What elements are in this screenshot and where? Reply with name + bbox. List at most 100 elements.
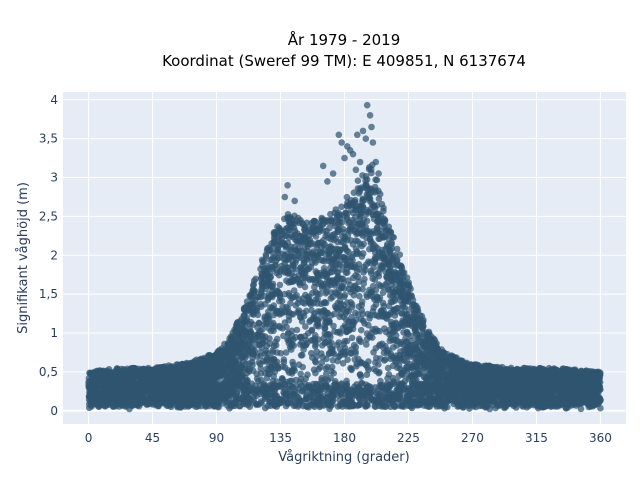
data-point	[333, 269, 341, 277]
data-point	[320, 236, 327, 244]
data-point	[270, 356, 278, 363]
data-point	[249, 361, 256, 369]
data-point	[358, 298, 366, 306]
data-point	[322, 365, 330, 373]
data-point	[298, 318, 306, 325]
data-point	[272, 342, 280, 349]
data-point	[277, 232, 285, 240]
data-point	[365, 258, 372, 266]
data-point	[327, 248, 334, 255]
data-point	[282, 349, 290, 356]
data-point	[351, 226, 359, 234]
data-point	[257, 265, 264, 273]
data-point	[380, 349, 388, 357]
data-point	[291, 293, 299, 301]
data-point	[281, 364, 289, 371]
data-point	[341, 293, 348, 301]
data-point	[231, 369, 239, 377]
data-point	[347, 288, 355, 296]
data-point	[359, 285, 366, 293]
data-point	[299, 274, 307, 282]
data-point	[413, 358, 420, 366]
data-point	[345, 248, 352, 255]
data-point	[375, 195, 383, 203]
data-point	[255, 320, 263, 327]
data-point	[430, 355, 438, 363]
data-point	[285, 289, 293, 297]
data-point	[324, 231, 331, 238]
data-point	[328, 268, 335, 276]
data-point	[251, 347, 258, 354]
data-point	[349, 257, 356, 264]
data-point	[252, 275, 259, 283]
data-point	[319, 342, 326, 349]
data-point	[352, 348, 359, 355]
data-point	[327, 374, 335, 382]
data-point	[246, 343, 254, 350]
data-point	[417, 322, 424, 330]
data-point	[389, 292, 396, 299]
data-point	[395, 362, 403, 369]
data-point	[366, 164, 373, 171]
data-point	[290, 342, 298, 349]
data-point	[295, 361, 303, 369]
data-point	[405, 279, 413, 286]
data-point	[287, 300, 294, 307]
data-point	[118, 375, 126, 382]
data-point	[269, 319, 277, 327]
data-point	[356, 371, 364, 378]
data-point	[321, 325, 329, 332]
data-point	[348, 366, 355, 374]
data-point	[375, 248, 383, 256]
data-point	[285, 330, 292, 338]
data-point	[330, 350, 338, 358]
data-point	[367, 270, 375, 277]
data-point	[373, 176, 381, 184]
data-point	[348, 334, 356, 342]
data-point	[375, 361, 382, 368]
data-point	[352, 213, 359, 221]
data-point	[280, 332, 287, 340]
data-point	[308, 259, 316, 267]
data-point	[327, 312, 335, 319]
data-point	[328, 368, 335, 375]
data-point	[360, 269, 367, 276]
data-point	[344, 269, 351, 276]
data-point	[395, 372, 403, 380]
data-point	[238, 334, 245, 342]
data-point	[388, 330, 395, 337]
data-point	[281, 319, 289, 326]
data-point	[354, 185, 362, 192]
chart-title-line1: År 1979 - 2019	[288, 30, 401, 49]
data-point	[577, 405, 585, 413]
data-point	[308, 326, 316, 334]
data-point	[304, 294, 312, 301]
data-point	[350, 263, 357, 271]
data-point	[336, 345, 344, 353]
data-point	[318, 282, 326, 289]
data-point	[307, 301, 315, 309]
data-point	[376, 368, 383, 376]
data-point	[225, 346, 232, 353]
data-point	[369, 307, 377, 315]
data-point	[385, 286, 393, 294]
data-point	[364, 364, 371, 371]
data-point	[325, 338, 332, 345]
data-point	[350, 274, 357, 282]
data-point	[363, 341, 370, 348]
data-point	[388, 352, 395, 360]
data-point	[262, 253, 270, 260]
data-point	[379, 289, 387, 297]
data-point	[371, 205, 379, 212]
data-point	[414, 364, 422, 372]
data-point	[314, 290, 321, 298]
data-point	[274, 335, 281, 343]
data-point	[299, 279, 307, 286]
data-point	[323, 355, 330, 363]
data-point	[276, 227, 284, 235]
data-point	[276, 281, 284, 289]
data-point	[373, 296, 381, 303]
data-point	[304, 371, 311, 379]
data-point	[356, 335, 363, 343]
